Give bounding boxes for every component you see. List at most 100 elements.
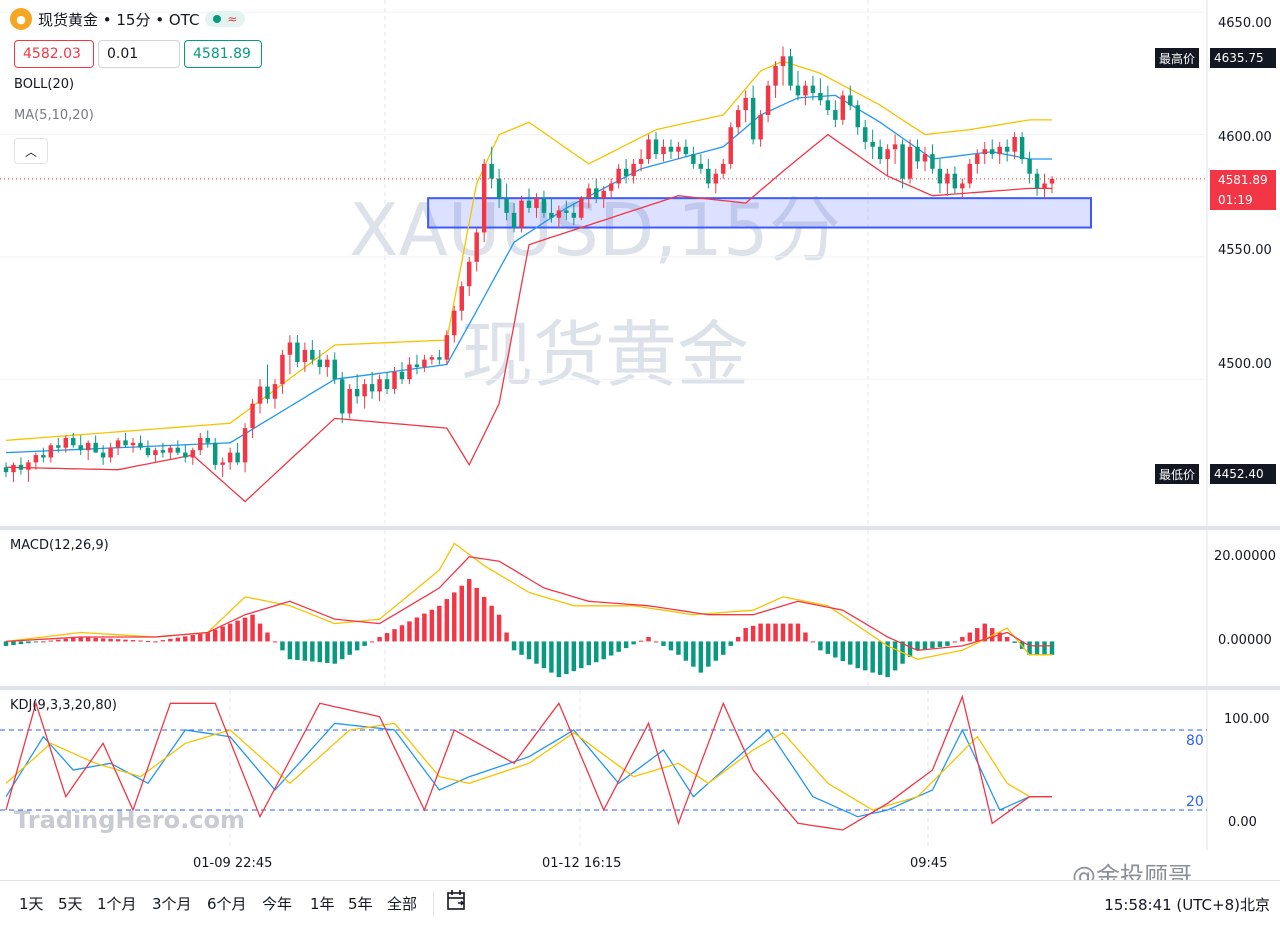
range-1d-button[interactable]: 1天 [19, 895, 44, 913]
kdj-k-line [5, 722, 1052, 818]
macd-histogram-bar [295, 641, 300, 660]
low-price-caption: 最低价 [1155, 464, 1200, 484]
chevron-up-icon: ︿ [24, 144, 37, 159]
candle [48, 442, 54, 463]
macd-histogram-bar [444, 599, 450, 642]
macd-histogram-bar [467, 579, 472, 642]
candle [362, 379, 367, 409]
candle [758, 110, 763, 147]
candle-body [571, 212, 577, 218]
chart-clock[interactable]: 15:58:41 (UTC+8)北京 [1104, 896, 1270, 914]
pane-separator[interactable] [0, 686, 1280, 690]
candle-body [489, 163, 494, 179]
range-ytd-button[interactable]: 今年 [262, 895, 293, 913]
range-5y-button[interactable]: 5年 [348, 895, 373, 913]
candle-body [71, 437, 76, 446]
candle-body [616, 168, 621, 184]
macd-histogram-bar [235, 620, 240, 642]
candle-body [735, 110, 741, 128]
macd-histogram-bar [885, 641, 890, 678]
range-1y-button[interactable]: 1年 [310, 895, 335, 913]
candle-body [242, 428, 248, 463]
candle-body [347, 388, 352, 414]
candle [3, 462, 9, 478]
candle-body [100, 452, 106, 458]
candle [616, 163, 621, 189]
range-3m-button[interactable]: 3个月 [152, 895, 192, 913]
kdj-indicator-label[interactable]: KDJ(9,3,3,20,80) [10, 698, 117, 713]
candle [168, 445, 173, 460]
macd-chart[interactable] [0, 530, 1280, 686]
candle-body [504, 198, 509, 213]
macd-indicator-label[interactable]: MACD(12,26,9) [10, 538, 109, 553]
candle-body [377, 379, 382, 392]
candle-body [205, 437, 210, 443]
kdj-chart[interactable] [0, 690, 1280, 850]
candle [414, 354, 420, 375]
candle [145, 440, 151, 458]
macd-tick: 20.00000 [1214, 549, 1277, 564]
macd-histogram-bar [56, 639, 61, 642]
macd-histogram-bar [750, 625, 756, 642]
candle [26, 459, 31, 482]
candle [900, 139, 905, 189]
candle-body [93, 442, 98, 453]
range-all-button[interactable]: 全部 [387, 895, 418, 913]
candle-body [698, 163, 704, 169]
boll-indicator-label[interactable]: BOLL(20) [14, 77, 75, 92]
macd-histogram-bar [242, 617, 248, 642]
macd-histogram-bar [833, 641, 838, 658]
candle-body [683, 146, 689, 155]
support-zone-rect [427, 197, 1092, 229]
macd-histogram-bar [1004, 636, 1010, 642]
candle [556, 205, 562, 228]
buy-price-button[interactable]: 4581.89 [184, 40, 262, 68]
range-6m-button[interactable]: 6个月 [207, 895, 247, 913]
candle-body [317, 359, 323, 367]
symbol-header[interactable]: ● 现货黄金 • 15分 • OTC ≈ [10, 8, 246, 30]
time-label: 09:45 [910, 856, 948, 871]
candle-body [130, 442, 136, 446]
pane-separator[interactable] [0, 526, 1280, 530]
macd-histogram-bar [915, 641, 920, 651]
candle-body [750, 97, 756, 140]
candle [332, 352, 337, 385]
macd-histogram-bar [71, 637, 76, 642]
macd-histogram-bar [519, 641, 524, 655]
sell-price-button[interactable]: 4582.03 [14, 40, 94, 68]
range-5d-button[interactable]: 5天 [58, 895, 83, 913]
candle [892, 134, 898, 164]
candle-body [354, 388, 360, 397]
candle-body [407, 364, 412, 380]
candle [1034, 168, 1040, 196]
candle [885, 144, 890, 177]
collapse-indicators-button[interactable]: ︿ [14, 138, 48, 164]
candle-body [855, 105, 860, 128]
candle [317, 349, 323, 375]
candle-body [295, 342, 300, 363]
market-status-pill[interactable]: ≈ [205, 11, 246, 27]
candle [272, 379, 278, 409]
price-chart[interactable]: XAUUSD,15分 现货黄金 [0, 0, 1280, 526]
macd-histogram-bar [481, 596, 487, 642]
candle-body [63, 437, 68, 448]
macd-histogram-bar [496, 614, 502, 642]
candle-body [773, 66, 778, 86]
kdj-lower-level-label: 20 [1186, 794, 1204, 810]
candle [750, 85, 756, 145]
range-1m-button[interactable]: 1个月 [97, 895, 137, 913]
ma-indicator-label[interactable]: MA(5,10,20) [14, 108, 94, 123]
candle [930, 144, 935, 174]
macd-histogram-bar [93, 637, 98, 642]
candle [437, 349, 442, 365]
macd-histogram-bar [765, 623, 771, 642]
calendar-range-icon[interactable] [446, 889, 468, 917]
macd-histogram-bar [586, 641, 591, 666]
candle [952, 166, 958, 194]
macd-histogram-bar [825, 641, 831, 654]
candle [975, 149, 980, 174]
quantity-input[interactable]: 0.01 [98, 40, 180, 68]
macd-histogram-bar [571, 641, 577, 672]
candle [982, 141, 987, 164]
candle [541, 190, 547, 218]
